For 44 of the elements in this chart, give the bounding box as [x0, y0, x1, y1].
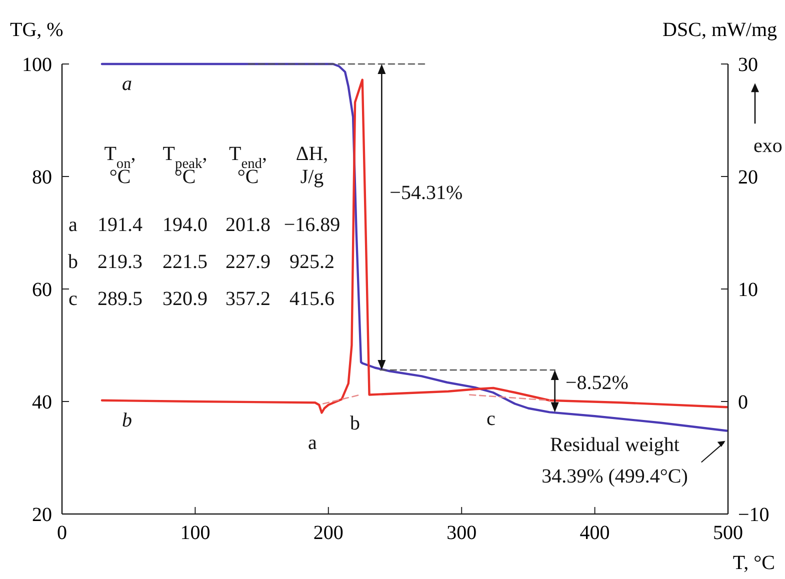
annotation: 221.5 — [162, 251, 208, 273]
y-tick-label: 60 — [32, 279, 52, 301]
annotation: 289.5 — [98, 288, 142, 310]
annotation: b — [68, 251, 78, 273]
annotation: 925.2 — [290, 251, 334, 273]
text: exo — [754, 134, 782, 157]
series-label: b — [122, 409, 132, 432]
annotation: ΔH, — [296, 143, 328, 165]
x-tick-label: 300 — [446, 522, 477, 544]
annotation: −16.89 — [284, 214, 340, 236]
x-tick-label: 400 — [580, 522, 610, 544]
annotation: b — [350, 412, 360, 435]
annotation: J/g — [300, 166, 324, 188]
annotation: −54.31% — [390, 182, 463, 204]
annotation: 34.39% (499.4°C) — [542, 466, 688, 488]
y-tick-label: 40 — [32, 392, 52, 414]
y2-tick-label: 0 — [738, 392, 748, 414]
annotation: c — [486, 408, 496, 430]
y2-tick-label: 10 — [738, 279, 758, 301]
y-tick-label: 80 — [32, 166, 52, 188]
annotation: 227.9 — [226, 251, 270, 273]
x-tick-label: 0 — [57, 522, 67, 544]
annotation: 320.9 — [162, 288, 208, 310]
y-axis-title: TG, % — [10, 19, 64, 41]
annotation: Residual weight — [550, 434, 680, 456]
annotation: a — [68, 214, 78, 236]
annotation: 201.8 — [226, 214, 270, 236]
y2-tick-label: 30 — [738, 54, 758, 76]
series-label: a — [122, 73, 132, 95]
y2-axis-title: DSC, mW/mg — [662, 19, 777, 41]
y-tick-label: 100 — [22, 54, 52, 76]
annotation: 194.0 — [162, 214, 208, 236]
annotation: 357.2 — [226, 288, 270, 310]
y2-tick-label: 20 — [738, 166, 758, 188]
annotation: 415.6 — [290, 288, 334, 310]
y-tick-label: 20 — [32, 504, 52, 526]
annotation: a — [308, 432, 317, 454]
annotation: c — [68, 288, 78, 310]
annotation: 191.4 — [98, 214, 142, 236]
x-tick-label: 100 — [180, 522, 210, 544]
x-tick-label: 200 — [313, 522, 344, 544]
x-axis-title: T, °C — [732, 552, 775, 574]
annotation: −8.52% — [565, 372, 628, 394]
annotation: 219.3 — [98, 251, 142, 273]
